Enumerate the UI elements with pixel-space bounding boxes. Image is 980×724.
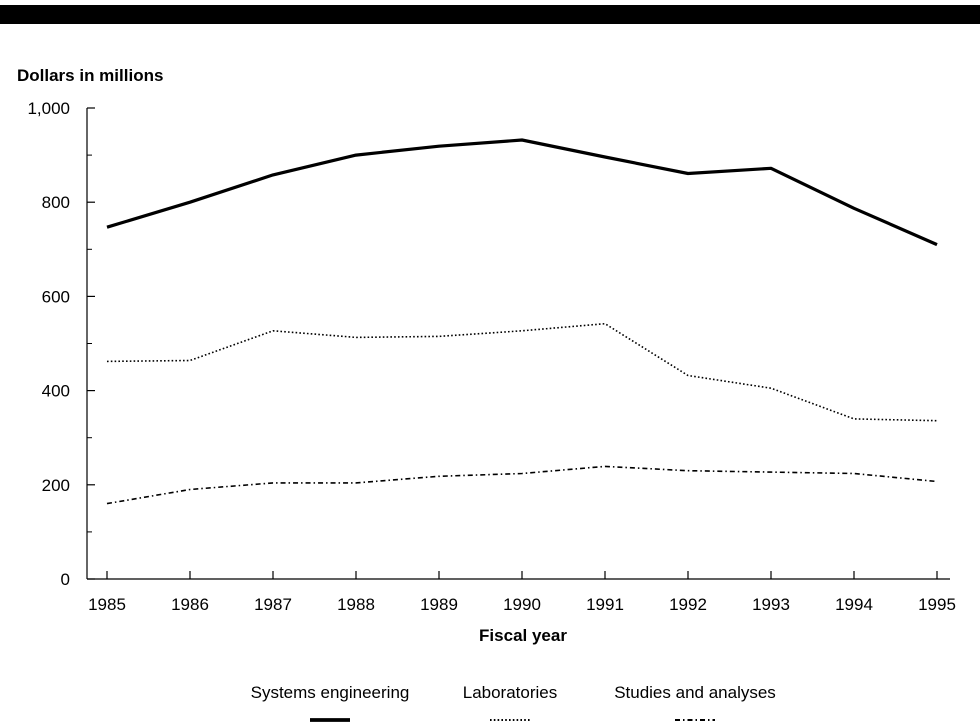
- x-tick-label: 1992: [669, 595, 707, 614]
- series-line-systems-engineering: [106, 138, 938, 247]
- header-bar: [0, 5, 980, 24]
- x-tick-label: 1995: [918, 595, 956, 614]
- series-line-laboratories: [106, 322, 938, 422]
- x-tick-label: 1991: [586, 595, 624, 614]
- series-lines: [106, 138, 938, 505]
- legend-label: Studies and analyses: [614, 683, 776, 702]
- x-tick-label: 1988: [337, 595, 375, 614]
- y-axis-label: Dollars in millions: [17, 66, 163, 85]
- x-tick-label: 1986: [171, 595, 209, 614]
- axes: 0 200 400 600 800 1,000 1985 1986 1987 1988 1989 19…: [27, 99, 955, 614]
- legend: Systems engineering Laboratories Studies a…: [251, 683, 776, 722]
- y-tick-label: 800: [42, 193, 70, 212]
- x-tick-label: 1989: [420, 595, 458, 614]
- legend-label: Systems engineering: [251, 683, 410, 702]
- x-tick-label: 1993: [752, 595, 790, 614]
- x-tick-label: 1987: [254, 595, 292, 614]
- x-axis-label: Fiscal year: [479, 626, 567, 645]
- x-tick-label: 1985: [88, 595, 126, 614]
- series-line-studies-and-analyses: [106, 465, 938, 505]
- y-tick-label: 400: [42, 382, 70, 401]
- x-tick-label: 1994: [835, 595, 873, 614]
- x-tick-label: 1990: [503, 595, 541, 614]
- y-tick-label: 0: [61, 570, 70, 589]
- y-tick-label: 200: [42, 476, 70, 495]
- y-tick-label: 1,000: [27, 99, 70, 118]
- legend-label: Laboratories: [463, 683, 558, 702]
- y-tick-label: 600: [42, 287, 70, 306]
